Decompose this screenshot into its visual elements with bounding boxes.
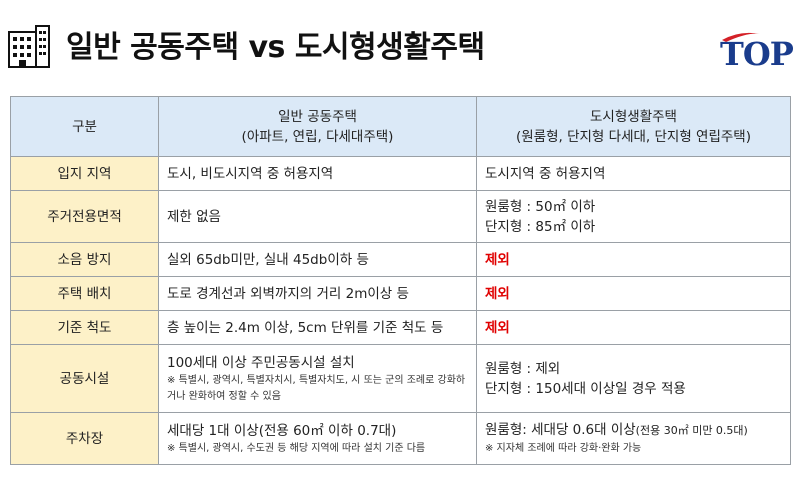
urban-exclusion: 제외 — [476, 242, 791, 277]
header-general-sub: (아파트, 연립, 다세대주택) — [241, 128, 394, 145]
urban-exclusion: 제외 — [476, 310, 791, 345]
urban-line: 단지형 : 85㎡ 이하 — [485, 218, 596, 235]
row-label: 주택 배치 — [10, 276, 159, 311]
general-cell: 실외 65db미만, 실내 45db이하 등 — [158, 242, 477, 277]
table-header-row: 구분 일반 공동주택 (아파트, 연립, 다세대주택) 도시형생활주택 (원룸형… — [10, 96, 791, 157]
table-row: 소음 방지 실외 65db미만, 실내 45db이하 등 제외 — [10, 242, 791, 277]
general-cell: 100세대 이상 주민공동시설 설치 ※ 특별시, 광역시, 특별자치시, 특별… — [158, 344, 477, 413]
table-row: 주차장 세대당 1대 이상(전용 60㎡ 이하 0.7대) ※ 특별시, 광역시… — [10, 412, 791, 465]
table-row: 공동시설 100세대 이상 주민공동시설 설치 ※ 특별시, 광역시, 특별자치… — [10, 344, 791, 413]
urban-main-line: 원룸형: 세대당 0.6대 이상(전용 30㎡ 미만 0.5대) — [485, 420, 782, 441]
header-urban-sub: (원룸형, 단지형 다세대, 단지형 연립주택) — [515, 128, 751, 145]
general-note: ※ 특별시, 광역시, 수도권 등 해당 지역에 따라 설치 기준 다름 — [167, 442, 426, 454]
table-row: 입지 지역 도시, 비도시지역 중 허용지역 도시지역 중 허용지역 — [10, 156, 791, 191]
general-cell: 도시, 비도시지역 중 허용지역 — [158, 156, 477, 191]
urban-note: ※ 지자체 조례에 따라 강화·완화 가능 — [485, 443, 642, 454]
header-category: 구분 — [10, 96, 159, 157]
general-cell: 세대당 1대 이상(전용 60㎡ 이하 0.7대) ※ 특별시, 광역시, 수도… — [158, 412, 477, 465]
urban-cell: 도시지역 중 허용지역 — [476, 156, 791, 191]
header-general-title: 일반 공동주택 — [278, 108, 357, 125]
general-main: 세대당 1대 이상(전용 60㎡ 이하 0.7대) — [167, 422, 397, 439]
header: 일반 공동주택 vs 도시형생활주택 TOP — [0, 0, 800, 82]
building-icon — [8, 25, 50, 68]
logo-text: TOP — [720, 35, 794, 73]
top-logo: TOP — [720, 28, 794, 73]
logo-swoosh-icon — [722, 32, 760, 42]
urban-main: 원룸형: 세대당 0.6대 이상 — [485, 422, 636, 438]
header-general: 일반 공동주택 (아파트, 연립, 다세대주택) — [158, 96, 477, 157]
table-row: 주거전용면적 제한 없음 원룸형 : 50㎡ 이하 단지형 : 85㎡ 이하 — [10, 190, 791, 243]
general-cell: 제한 없음 — [158, 190, 477, 243]
page-title: 일반 공동주택 vs 도시형생활주택 — [66, 30, 485, 65]
row-label: 기준 척도 — [10, 310, 159, 345]
row-label: 소음 방지 — [10, 242, 159, 277]
urban-cell: 원룸형: 세대당 0.6대 이상(전용 30㎡ 미만 0.5대) ※ 지자체 조… — [476, 412, 791, 465]
urban-line: 원룸형 : 제외 — [485, 360, 561, 377]
row-label: 공동시설 — [10, 344, 159, 413]
urban-exclusion: 제외 — [476, 276, 791, 311]
row-label: 입지 지역 — [10, 156, 159, 191]
urban-small: (전용 30㎡ 미만 0.5대) — [635, 424, 748, 437]
comparison-table: 구분 일반 공동주택 (아파트, 연립, 다세대주택) 도시형생활주택 (원룸형… — [10, 96, 791, 465]
row-label: 주차장 — [10, 412, 159, 465]
general-note: ※ 특별시, 광역시, 특별자치시, 특별자치도, 시 또는 군의 조례로 강화… — [167, 374, 466, 402]
general-main: 100세대 이상 주민공동시설 설치 — [167, 354, 355, 371]
row-label: 주거전용면적 — [10, 190, 159, 243]
urban-line: 단지형 : 150세대 이상일 경우 적용 — [485, 380, 686, 397]
urban-line: 원룸형 : 50㎡ 이하 — [485, 198, 596, 215]
table-row: 주택 배치 도로 경계선과 외벽까지의 거리 2m이상 등 제외 — [10, 276, 791, 311]
urban-cell: 원룸형 : 50㎡ 이하 단지형 : 85㎡ 이하 — [476, 190, 791, 243]
urban-cell: 원룸형 : 제외 단지형 : 150세대 이상일 경우 적용 — [476, 344, 791, 413]
header-urban: 도시형생활주택 (원룸형, 단지형 다세대, 단지형 연립주택) — [476, 96, 791, 157]
general-cell: 도로 경계선과 외벽까지의 거리 2m이상 등 — [158, 276, 477, 311]
header-urban-title: 도시형생활주택 — [590, 108, 677, 125]
general-cell: 층 높이는 2.4m 이상, 5cm 단위를 기준 척도 등 — [158, 310, 477, 345]
table-row: 기준 척도 층 높이는 2.4m 이상, 5cm 단위를 기준 척도 등 제외 — [10, 310, 791, 345]
